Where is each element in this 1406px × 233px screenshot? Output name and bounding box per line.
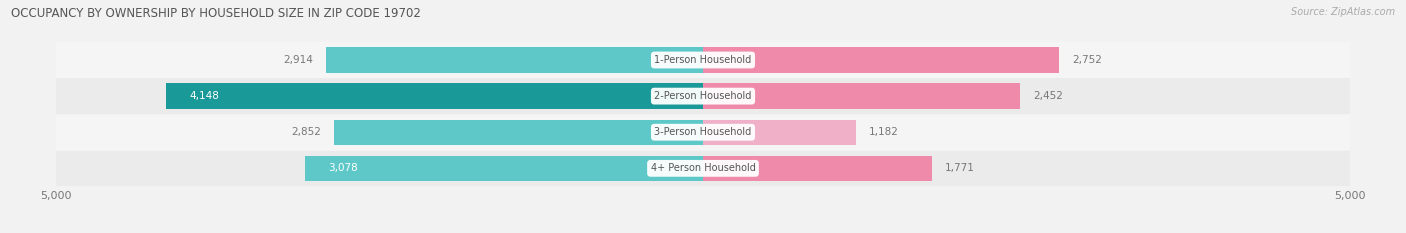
Text: Source: ZipAtlas.com: Source: ZipAtlas.com [1291,7,1395,17]
Bar [56,151,1350,186]
Text: 1,771: 1,771 [945,163,974,173]
Bar [305,156,703,181]
Bar [335,120,703,145]
Bar [166,83,703,109]
Text: 4,148: 4,148 [190,91,219,101]
Bar [703,120,856,145]
Text: 1-Person Household: 1-Person Household [654,55,752,65]
Bar [56,42,1350,78]
Text: 2,914: 2,914 [283,55,314,65]
Text: 3-Person Household: 3-Person Household [654,127,752,137]
Text: OCCUPANCY BY OWNERSHIP BY HOUSEHOLD SIZE IN ZIP CODE 19702: OCCUPANCY BY OWNERSHIP BY HOUSEHOLD SIZE… [11,7,422,20]
Text: 2,452: 2,452 [1033,91,1063,101]
Bar [703,83,1021,109]
Bar [703,47,1059,73]
Text: 1,182: 1,182 [869,127,898,137]
Text: 2-Person Household: 2-Person Household [654,91,752,101]
Text: 3,078: 3,078 [328,163,359,173]
Text: 2,752: 2,752 [1071,55,1102,65]
Bar [56,115,1350,150]
Bar [326,47,703,73]
Bar [703,156,932,181]
Text: 2,852: 2,852 [291,127,321,137]
Bar [56,79,1350,114]
Text: 4+ Person Household: 4+ Person Household [651,163,755,173]
